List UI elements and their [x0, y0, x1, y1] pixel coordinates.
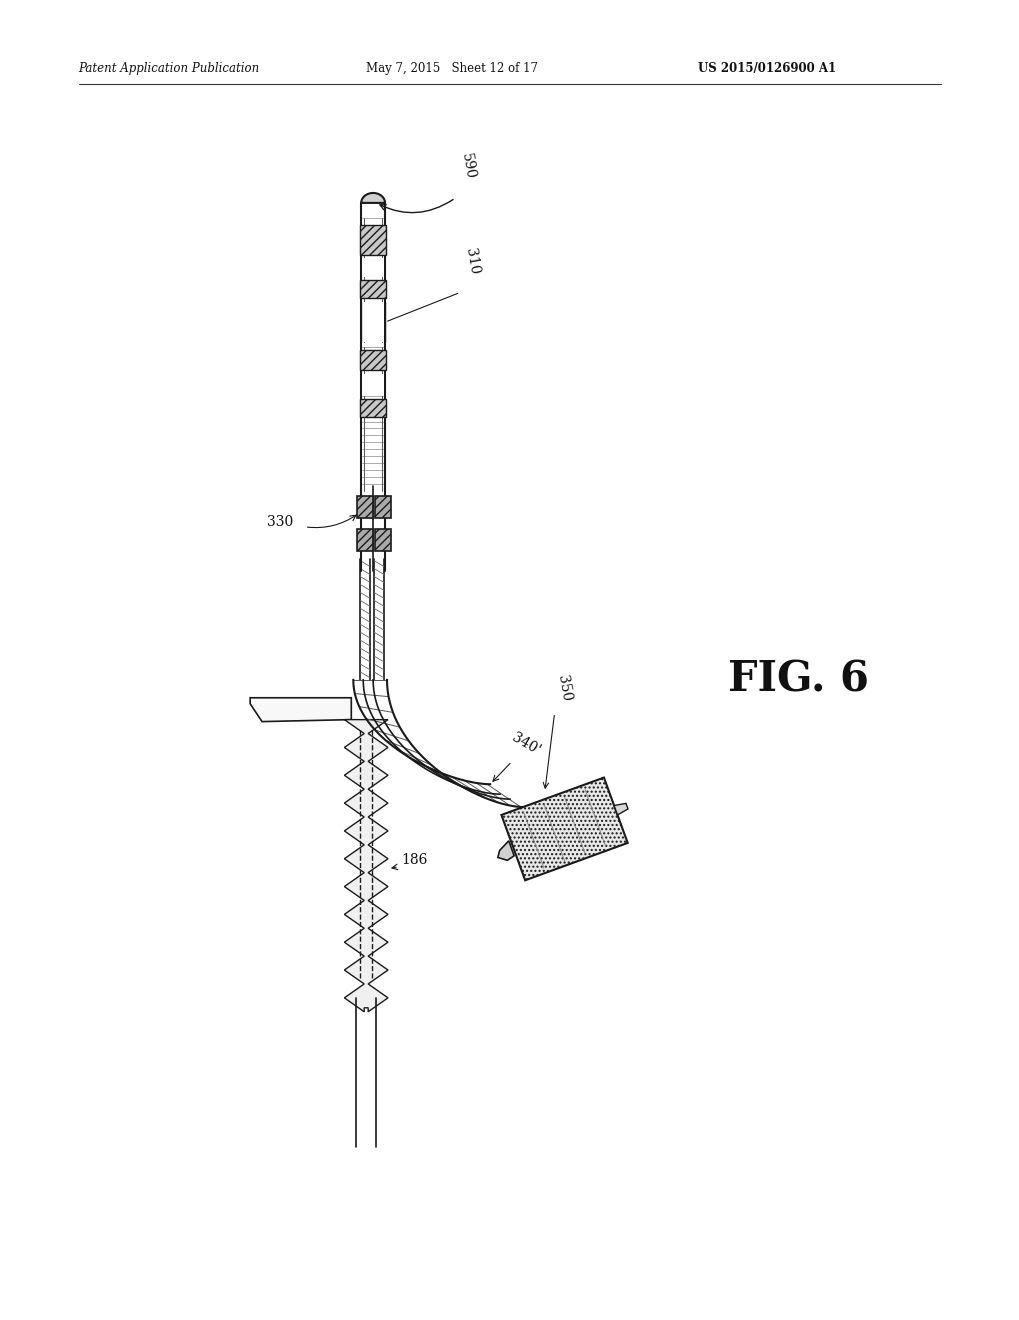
Polygon shape — [613, 804, 628, 814]
Bar — [357, 529, 373, 550]
Text: 310: 310 — [463, 247, 481, 276]
Bar — [360, 350, 385, 370]
Bar — [360, 224, 385, 255]
Text: 590: 590 — [458, 152, 476, 180]
Text: FIG. 6: FIG. 6 — [728, 659, 868, 701]
Text: US 2015/0126900 A1: US 2015/0126900 A1 — [698, 62, 836, 75]
Bar — [375, 496, 390, 517]
Bar — [362, 302, 384, 342]
Bar — [362, 374, 384, 396]
Polygon shape — [497, 841, 514, 861]
Text: 186: 186 — [400, 853, 427, 867]
Text: Patent Application Publication: Patent Application Publication — [78, 62, 260, 75]
Polygon shape — [501, 777, 627, 880]
Polygon shape — [344, 719, 387, 1011]
Text: May 7, 2015   Sheet 12 of 17: May 7, 2015 Sheet 12 of 17 — [366, 62, 538, 75]
Polygon shape — [361, 193, 384, 203]
Text: 330: 330 — [267, 515, 293, 529]
Text: 350: 350 — [554, 675, 573, 702]
Bar — [360, 280, 385, 298]
Bar — [362, 257, 384, 277]
Text: 340': 340' — [510, 730, 543, 758]
Bar — [360, 399, 385, 417]
Bar — [375, 529, 390, 550]
Bar — [357, 496, 373, 517]
Polygon shape — [250, 698, 351, 722]
